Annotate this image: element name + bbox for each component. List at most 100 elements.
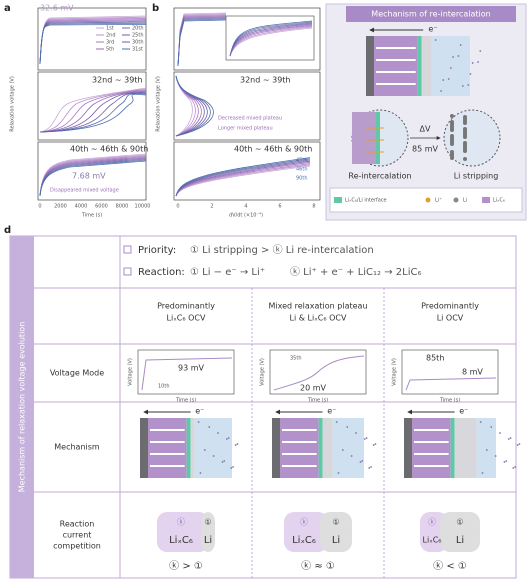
ion xyxy=(479,50,482,52)
ion xyxy=(337,472,340,474)
row-label: Reaction xyxy=(60,520,95,529)
curve xyxy=(175,157,311,197)
plot-x-label: Time (s) xyxy=(175,398,196,404)
electrolyte xyxy=(431,36,470,96)
ion xyxy=(197,421,200,423)
voltage-curve xyxy=(273,355,365,391)
current-collector xyxy=(140,418,148,478)
ion xyxy=(223,460,226,462)
interface xyxy=(417,36,422,96)
li-particle xyxy=(450,120,454,124)
li-layer xyxy=(190,418,195,478)
caption: Re-intercalation xyxy=(348,172,411,181)
note: Decreased mixed plateau xyxy=(218,116,282,122)
li-particle xyxy=(463,127,467,131)
x-tick-label: 10000 xyxy=(135,204,151,210)
li-label: Li xyxy=(204,535,212,546)
curve xyxy=(177,19,227,67)
panel-label: d xyxy=(4,225,11,236)
ion xyxy=(440,90,442,92)
row-label: competition xyxy=(53,542,101,551)
x-tick-label: 4 xyxy=(244,204,247,210)
ion-arrow xyxy=(366,127,384,153)
k-symbol: ⓚ xyxy=(300,518,308,527)
x-tick-label: 0 xyxy=(176,204,179,210)
ion xyxy=(459,44,462,46)
ion xyxy=(372,444,375,446)
ion xyxy=(230,467,233,469)
ion xyxy=(359,461,362,463)
ion xyxy=(447,78,450,80)
current-collector xyxy=(272,418,280,478)
column-header: Predominantly xyxy=(421,302,479,311)
axis-frame xyxy=(173,7,321,71)
li-label: Li xyxy=(456,535,464,546)
cycle-label: 46th xyxy=(296,167,308,173)
plot-annotation: 20 mV xyxy=(300,384,327,393)
row-label: current xyxy=(63,531,92,540)
plot-annotation: 10th xyxy=(158,384,170,390)
ion xyxy=(485,449,488,451)
ion xyxy=(434,39,437,41)
lixc6-bubble xyxy=(284,512,328,552)
x-tick-label: 2 xyxy=(210,204,213,210)
plot-annotation: 8 mV xyxy=(462,368,483,377)
legend-label: 25th xyxy=(132,33,144,39)
row-label: Voltage Mode xyxy=(50,369,104,378)
interface xyxy=(318,418,323,478)
axis-frame xyxy=(173,71,321,141)
text: ① Li stripping > ⓚ Li re-intercalation xyxy=(190,244,374,256)
equation: ⓚ Li⁺ + e⁻ + LiC₁₂ → 2LiC₆ xyxy=(290,266,422,278)
ion xyxy=(208,426,211,428)
graphite xyxy=(280,418,319,478)
ion xyxy=(490,426,493,428)
legend-label: 1st xyxy=(106,26,114,32)
y-axis-label: Relaxation voltage (V) xyxy=(156,76,162,132)
ion xyxy=(346,426,349,428)
curve xyxy=(39,88,147,133)
x-axis-label: Time (s) xyxy=(81,213,102,219)
curve xyxy=(39,91,147,133)
curve xyxy=(177,14,227,67)
axis-frame xyxy=(37,71,147,141)
side-band xyxy=(10,236,34,578)
label: Reaction: xyxy=(138,267,185,278)
range-label: 32nd ~ 39th xyxy=(92,76,143,85)
one-symbol: ① xyxy=(332,518,339,527)
voltage: 85 mV xyxy=(412,145,439,154)
x-tick-label: 8000 xyxy=(116,204,129,210)
ion xyxy=(365,437,368,439)
label: Priority: xyxy=(138,245,176,256)
ion xyxy=(355,432,357,434)
comparison: ⓚ ≈ ① xyxy=(301,560,335,572)
lixc6-label: LiₓC₆ xyxy=(422,536,441,545)
curve xyxy=(177,16,227,67)
lixc6-bubble xyxy=(157,512,209,552)
curve xyxy=(39,19,147,65)
cycle-label: 90th xyxy=(296,176,308,182)
current-collector xyxy=(366,36,374,96)
ion xyxy=(234,444,237,446)
ion xyxy=(341,449,344,451)
column-header: Li OCV xyxy=(437,314,464,323)
ion xyxy=(503,461,506,463)
plot-annotation: 35th xyxy=(290,356,302,362)
note: Longer mixed plateau xyxy=(218,126,273,132)
electron-label: e⁻ xyxy=(428,25,437,34)
ion xyxy=(469,73,472,75)
ion xyxy=(518,443,521,445)
li-particle xyxy=(463,141,467,145)
ion xyxy=(217,432,219,434)
x-axis-label: dV/dt (×10⁻⁴) xyxy=(229,213,263,219)
equation: ① Li − e⁻ → Li⁺ xyxy=(190,267,265,278)
range-label: 40th ~ 46th & 90th xyxy=(234,145,312,154)
column-header: Li & LiₓC₆ OCV xyxy=(290,314,347,323)
interface xyxy=(450,418,455,478)
row-label: Mechanism xyxy=(54,443,100,452)
axis-frame xyxy=(37,141,147,201)
ion xyxy=(461,85,464,87)
side-title: Mechanism of relaxation voltage evolutio… xyxy=(18,322,27,493)
legend-label: 3rd xyxy=(106,40,114,46)
ion xyxy=(221,461,224,463)
